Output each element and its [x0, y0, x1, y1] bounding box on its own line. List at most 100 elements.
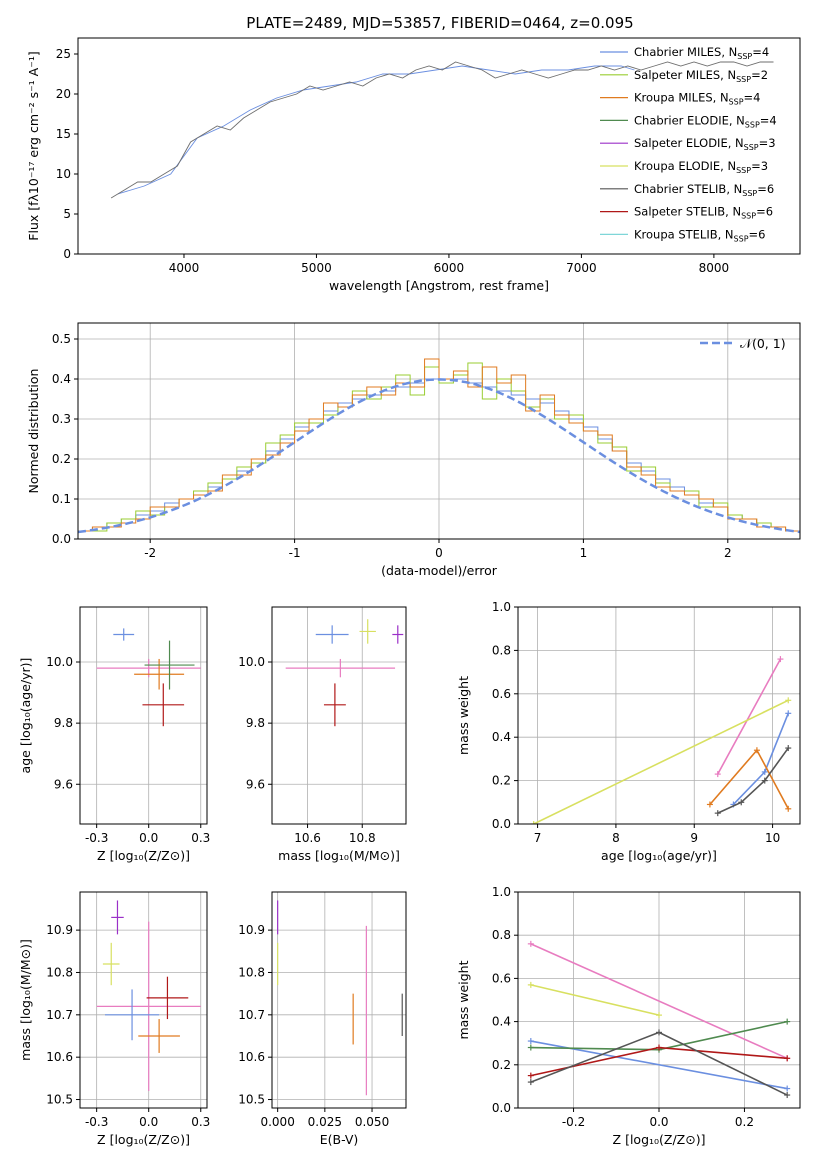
x-tick-label: 1	[580, 546, 588, 560]
axes-frame	[517, 606, 801, 825]
x-tick-label: 10	[765, 831, 780, 845]
y-axis-label: Normed distribution	[26, 369, 41, 494]
axes-frame	[79, 606, 208, 825]
legend-subscript: SSP	[734, 234, 749, 243]
legend-subscript: SSP	[736, 166, 751, 175]
y-tick-label: 0.0	[52, 532, 71, 546]
x-tick-label: 6000	[434, 261, 465, 275]
y-tick-label: 10.5	[238, 1093, 265, 1107]
y-tick-label: 0.2	[52, 452, 71, 466]
legend-subscript: SSP	[742, 189, 757, 198]
weight-line	[533, 699, 789, 824]
legend-tail: =4	[744, 91, 761, 105]
x-tick-label: 0.000	[260, 1115, 294, 1129]
plot-area	[285, 619, 404, 727]
plot-area	[527, 940, 791, 1099]
x-tick-label: 10.6	[294, 831, 321, 845]
y-tick-label: 0.2	[492, 1058, 511, 1072]
y-tick-label: 10.6	[238, 1050, 265, 1064]
y-tick-label: 9.6	[54, 777, 73, 791]
weight-vs-age-panel: 7 8 9 10 0.0 0.2 0.4 0.6 0.8 1.0 age [log₁₀(age/yr…	[456, 600, 801, 863]
x-tick-label: -2	[144, 546, 156, 560]
x-tick-label: 9	[690, 831, 698, 845]
weight-line	[717, 747, 789, 814]
mass-vs-ebv-panel: 0.000 0.025 0.050 10.5 10.6 10.7 10.8 10.9 E(B-V…	[238, 891, 407, 1147]
x-tick-label: 0.3	[191, 1115, 210, 1129]
x-tick-label: 4000	[169, 261, 200, 275]
mass-vs-Z-panel: -0.3 0.0 0.3 10.5 10.6 10.7 10.8 10.9 Z [log₁₀(Z…	[18, 891, 210, 1147]
y-tick-label: 0.2	[492, 774, 511, 788]
x-tick-label: 0.2	[735, 1115, 754, 1129]
y-tick-label: 10.8	[46, 965, 73, 979]
plot-area	[530, 656, 792, 824]
legend-label: Salpeter ELODIE, NSSP=3	[634, 136, 776, 152]
y-tick-label: 9.8	[246, 716, 265, 730]
x-axis-label: (data-model)/error	[381, 563, 498, 578]
normal-curve	[78, 378, 800, 534]
legend-label: 𝒩(0, 1)	[740, 336, 786, 351]
legend-tail: =6	[757, 182, 774, 196]
x-tick-label: 7	[534, 831, 542, 845]
y-axis-label: mass weight	[456, 676, 471, 755]
plot-area	[96, 900, 201, 1092]
y-tick-label: 10.0	[46, 655, 73, 669]
legend-label: Kroupa MILES, NSSP=4	[634, 91, 760, 107]
weight-vs-Z-panel: -0.2 0.0 0.2 0.0 0.2 0.4 0.6 0.8 1.0 Z [log₁₀(Z/Z…	[456, 885, 801, 1147]
x-tick-label: -0.2	[562, 1115, 585, 1129]
y-tick-label: 0.1	[52, 492, 71, 506]
spectrum-line	[117, 65, 635, 195]
legend-label: Chabrier ELODIE, NSSP=4	[634, 113, 777, 129]
weight-line	[717, 658, 782, 775]
x-tick-label: 8	[612, 831, 620, 845]
y-tick-label: 0.4	[52, 372, 71, 386]
plot-area	[277, 900, 403, 1096]
y-tick-label: 15	[56, 127, 71, 141]
legend-label: Chabrier STELIB, NSSP=6	[634, 182, 774, 198]
x-tick-label: 0.0	[139, 1115, 158, 1129]
x-tick-label: 5000	[301, 261, 332, 275]
x-axis-label: age [log₁₀(age/yr)]	[601, 848, 717, 863]
y-tick-label: 10.7	[46, 1008, 73, 1022]
y-tick-label: 0.8	[492, 928, 511, 942]
x-tick-label: 0.0	[139, 831, 158, 845]
y-tick-label: 1.0	[492, 885, 511, 899]
y-tick-label: 9.8	[54, 716, 73, 730]
legend-tail: =4	[752, 45, 769, 59]
legend-label: Salpeter STELIB, NSSP=6	[634, 205, 773, 221]
figure-title: PLATE=2489, MJD=53857, FIBERID=0464, z=0…	[246, 14, 633, 32]
x-tick-label: 0.050	[355, 1115, 389, 1129]
x-axis-label: E(B-V)	[320, 1132, 359, 1147]
y-tick-label: 5	[63, 207, 71, 221]
y-tick-label: 9.6	[246, 777, 265, 791]
x-tick-label: -0.3	[85, 831, 108, 845]
legend-tail: =4	[760, 113, 777, 127]
plot-area	[78, 358, 800, 534]
legend-subscript: SSP	[741, 212, 756, 221]
y-tick-label: 0.6	[492, 687, 511, 701]
y-tick-label: 0.8	[492, 643, 511, 657]
y-tick-label: 10.8	[238, 965, 265, 979]
legend-subscript: SSP	[745, 120, 760, 129]
legend-tail: =6	[756, 205, 773, 219]
y-tick-label: 0.6	[492, 971, 511, 985]
x-tick-label: 8000	[699, 261, 730, 275]
y-tick-label: 25	[56, 47, 71, 61]
y-axis-label: Flux [fλ10⁻¹⁷ erg cm⁻² s⁻¹ A⁻¹]	[26, 51, 41, 240]
y-axis-label: mass [log₁₀(M/M⊙)]	[18, 939, 33, 1061]
y-tick-label: 0.4	[492, 730, 511, 744]
y-tick-label: 10.0	[238, 655, 265, 669]
legend-subscript: SSP	[737, 52, 752, 61]
y-tick-label: 10.9	[46, 923, 73, 937]
weight-line	[530, 943, 788, 1060]
legend-subscript: SSP	[744, 143, 759, 152]
y-tick-label: 10.7	[238, 1008, 265, 1022]
axes-frame	[271, 606, 407, 825]
x-axis-label: wavelength [Angstrom, rest frame]	[329, 278, 549, 293]
y-tick-label: 0.0	[492, 1101, 511, 1115]
axes-frame	[271, 891, 407, 1109]
x-axis-label: Z [log₁₀(Z/Z⊙)]	[97, 848, 190, 863]
x-tick-label: -0.3	[85, 1115, 108, 1129]
y-tick-label: 0.5	[52, 332, 71, 346]
x-tick-label: 0.3	[191, 831, 210, 845]
